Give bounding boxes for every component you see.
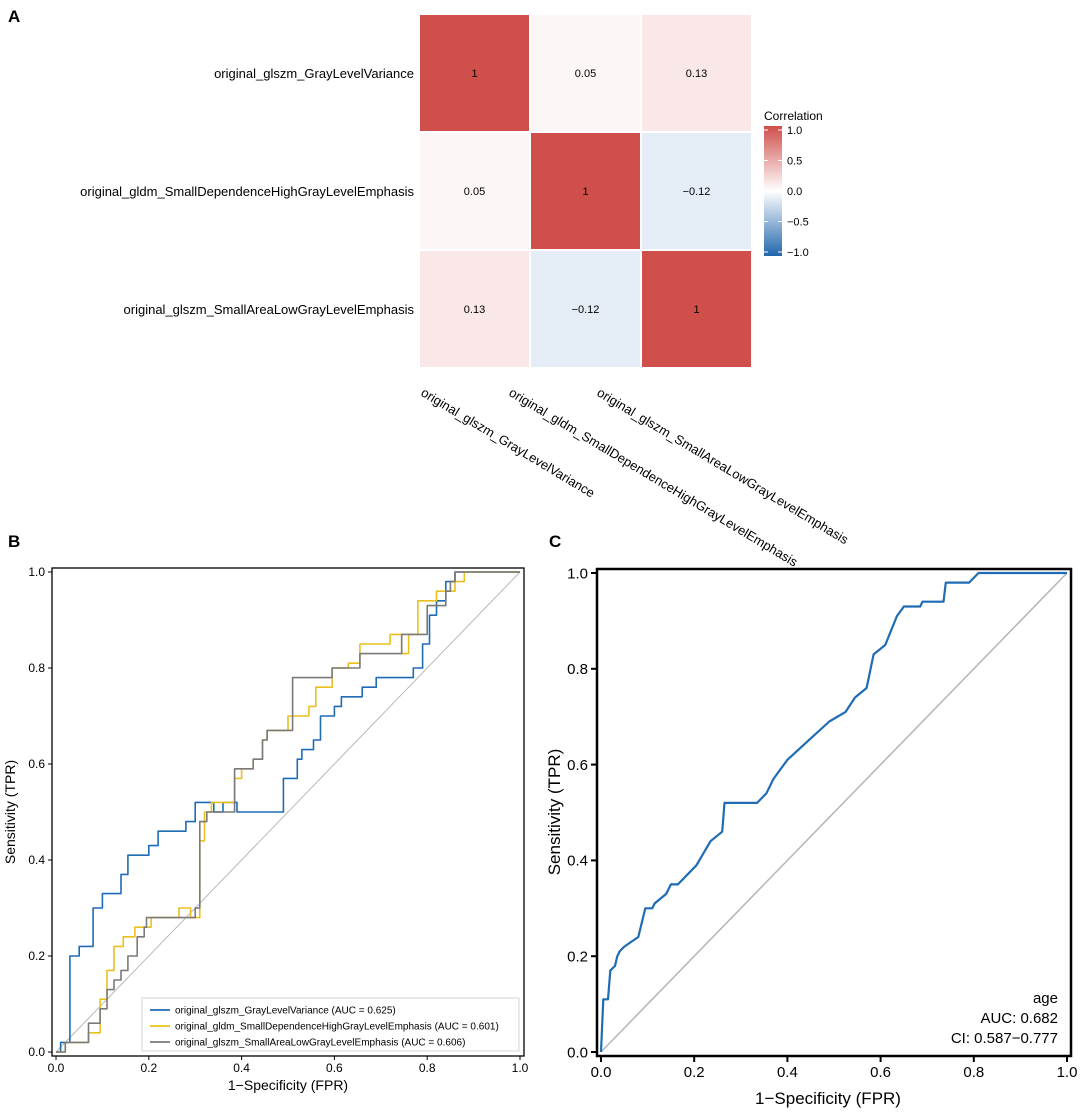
x-tick-label-1: 0.2 xyxy=(140,1061,157,1075)
plot-frame-b xyxy=(51,567,525,1057)
heatmap-column-labels: original_glszm_GrayLevelVarianceoriginal… xyxy=(418,385,851,570)
panel-label-b: B xyxy=(8,532,20,551)
roc-series-0 xyxy=(599,571,1067,1053)
heatmap-row-label-1: original_gldm_SmallDependenceHighGrayLev… xyxy=(80,184,414,199)
roc-series-0 xyxy=(56,571,520,1053)
axis-ticks-c: 0.0 0.2 0.4 0.6 0.8 1.0 0.0 0.2 0.4 0.6 0.8 1.0 xyxy=(567,565,1077,1081)
heatmap-cell-label-2-2: 1 xyxy=(693,304,699,316)
x-tick-label-5: 1.0 xyxy=(512,1061,529,1075)
heatmap-cell-0-1 xyxy=(531,15,640,131)
heatmap-cell-1-0 xyxy=(420,133,529,249)
y-axis-title-b: Sensitivity (TPR) xyxy=(2,760,18,864)
heatmap-column-label-0: original_glszm_GrayLevelVariance xyxy=(418,385,597,501)
heatmap-cell-0-0 xyxy=(420,15,529,131)
roc-curve-age xyxy=(599,571,1067,1053)
heatmap-cell-0-2 xyxy=(642,15,751,131)
heatmap-cell-label-0-1: 0.05 xyxy=(575,68,596,80)
legend-label-2: original_glszm_SmallAreaLowGrayLevelEmph… xyxy=(175,1038,465,1049)
diagonal-line xyxy=(600,572,1068,1053)
legend-label-1: original_gldm_SmallDependenceHighGrayLev… xyxy=(175,1022,499,1033)
heatmap-cell-1-2 xyxy=(642,133,751,249)
panel-label-c: C xyxy=(549,532,561,551)
y-tick-label-1: 0.2 xyxy=(28,949,45,963)
colorbar-tick-label-0: 1.0 xyxy=(787,125,802,137)
legend-b: original_glszm_GrayLevelVariance (AUC = … xyxy=(141,997,520,1052)
legend-box-b xyxy=(141,997,520,1052)
annotation-auc: AUC: 0.682 xyxy=(980,1010,1058,1027)
x-tick-label-0: 0.0 xyxy=(48,1061,65,1075)
y-tick-label-0: 0.0 xyxy=(567,1044,588,1061)
y-tick-label-4: 0.8 xyxy=(28,661,45,675)
roc-series-2 xyxy=(56,571,520,1053)
annotation-age-label: age xyxy=(1033,990,1058,1007)
diagonal-reference-c xyxy=(600,572,1068,1053)
heatmap-cell-1-1 xyxy=(531,133,640,249)
y-tick-label-2: 0.4 xyxy=(28,853,45,867)
panel-label-a: A xyxy=(8,7,20,26)
x-axis-title-b: 1−Specificity (FPR) xyxy=(228,1077,348,1093)
x-tick-label-0: 0.0 xyxy=(591,1064,612,1081)
y-tick-label-5: 1.0 xyxy=(28,565,45,579)
heatmap-cell-2-2 xyxy=(642,251,751,367)
x-tick-label-2: 0.4 xyxy=(233,1061,250,1075)
heatmap-cell-label-2-0: 0.13 xyxy=(464,304,485,316)
heatmap-cell-label-1-1: 1 xyxy=(582,186,588,198)
colorbar-tick-label-1: 0.5 xyxy=(787,156,802,168)
roc-chart-features: 0.0 0.2 0.4 0.6 0.8 1.0 0.0 0.2 0.4 0.6 0.8 1.0 1−S… xyxy=(2,565,529,1093)
roc-chart-age: 0.0 0.2 0.4 0.6 0.8 1.0 0.0 0.2 0.4 0.6 0.8 1.0 1−S… xyxy=(545,565,1077,1108)
axis-ticks-b: 0.0 0.2 0.4 0.6 0.8 1.0 0.0 0.2 0.4 0.6 0.8 1.0 xyxy=(28,565,528,1075)
x-tick-label-3: 0.6 xyxy=(326,1061,343,1075)
y-tick-label-5: 1.0 xyxy=(567,565,588,582)
x-tick-label-2: 0.4 xyxy=(777,1064,798,1081)
x-tick-label-3: 0.6 xyxy=(870,1064,891,1081)
heatmap-row-label-2: original_glszm_SmallAreaLowGrayLevelEmph… xyxy=(124,302,415,317)
heatmap-cell-2-0 xyxy=(420,251,529,367)
heatmap-cell-label-1-2: −0.12 xyxy=(683,186,711,198)
y-tick-label-1: 0.2 xyxy=(567,948,588,965)
y-tick-label-3: 0.6 xyxy=(567,757,588,774)
colorbar-tick-label-2: 0.0 xyxy=(787,186,802,198)
colorbar-tick-label-4: −1.0 xyxy=(787,247,809,259)
x-tick-label-4: 0.8 xyxy=(419,1061,436,1075)
colorbar-title: Correlation xyxy=(764,109,823,123)
colorbar-tick-label-3: −0.5 xyxy=(787,217,809,229)
y-tick-label-0: 0.0 xyxy=(28,1045,45,1059)
colorbar-gradient xyxy=(764,126,782,256)
x-tick-label-1: 0.2 xyxy=(684,1064,705,1081)
y-axis-title-c: Sensitivity (TPR) xyxy=(545,749,564,876)
heatmap-row-labels: original_glszm_GrayLevelVariance original… xyxy=(80,66,414,317)
x-tick-label-5: 1.0 xyxy=(1057,1064,1078,1081)
legend-label-0: original_glszm_GrayLevelVariance (AUC = … xyxy=(175,1006,396,1017)
heatmap-cell-label-0-2: 0.13 xyxy=(686,68,707,80)
heatmap-cell-label-2-1: −0.12 xyxy=(572,304,600,316)
diagonal-line xyxy=(55,571,521,1053)
roc-curves-b xyxy=(56,571,520,1053)
diagonal-reference-b xyxy=(55,571,521,1053)
heatmap-cells: 1 0.05 0.13 0.05 1 −0.12 0.13 −0.12 1 xyxy=(420,15,751,367)
heatmap-colorbar: Correlation 1.0 0.5 0.0 −0.5 −1.0 xyxy=(764,109,823,259)
x-axis-title-c: 1−Specificity (FPR) xyxy=(755,1089,901,1108)
heatmap-row-label-0: original_glszm_GrayLevelVariance xyxy=(214,66,414,81)
x-tick-label-4: 0.8 xyxy=(963,1064,984,1081)
heatmap-cell-2-1 xyxy=(531,251,640,367)
plot-frame-c xyxy=(595,567,1073,1058)
heatmap-cell-label-1-0: 0.05 xyxy=(464,186,485,198)
heatmap-cell-label-0-0: 1 xyxy=(471,68,477,80)
y-tick-label-3: 0.6 xyxy=(28,757,45,771)
correlation-heatmap: 1 0.05 0.13 0.05 1 −0.12 0.13 −0.12 1 original_g… xyxy=(80,15,852,570)
y-tick-label-4: 0.8 xyxy=(567,661,588,678)
annotation-ci: CI: 0.587−0.777 xyxy=(951,1030,1058,1047)
y-tick-label-2: 0.4 xyxy=(567,853,588,870)
